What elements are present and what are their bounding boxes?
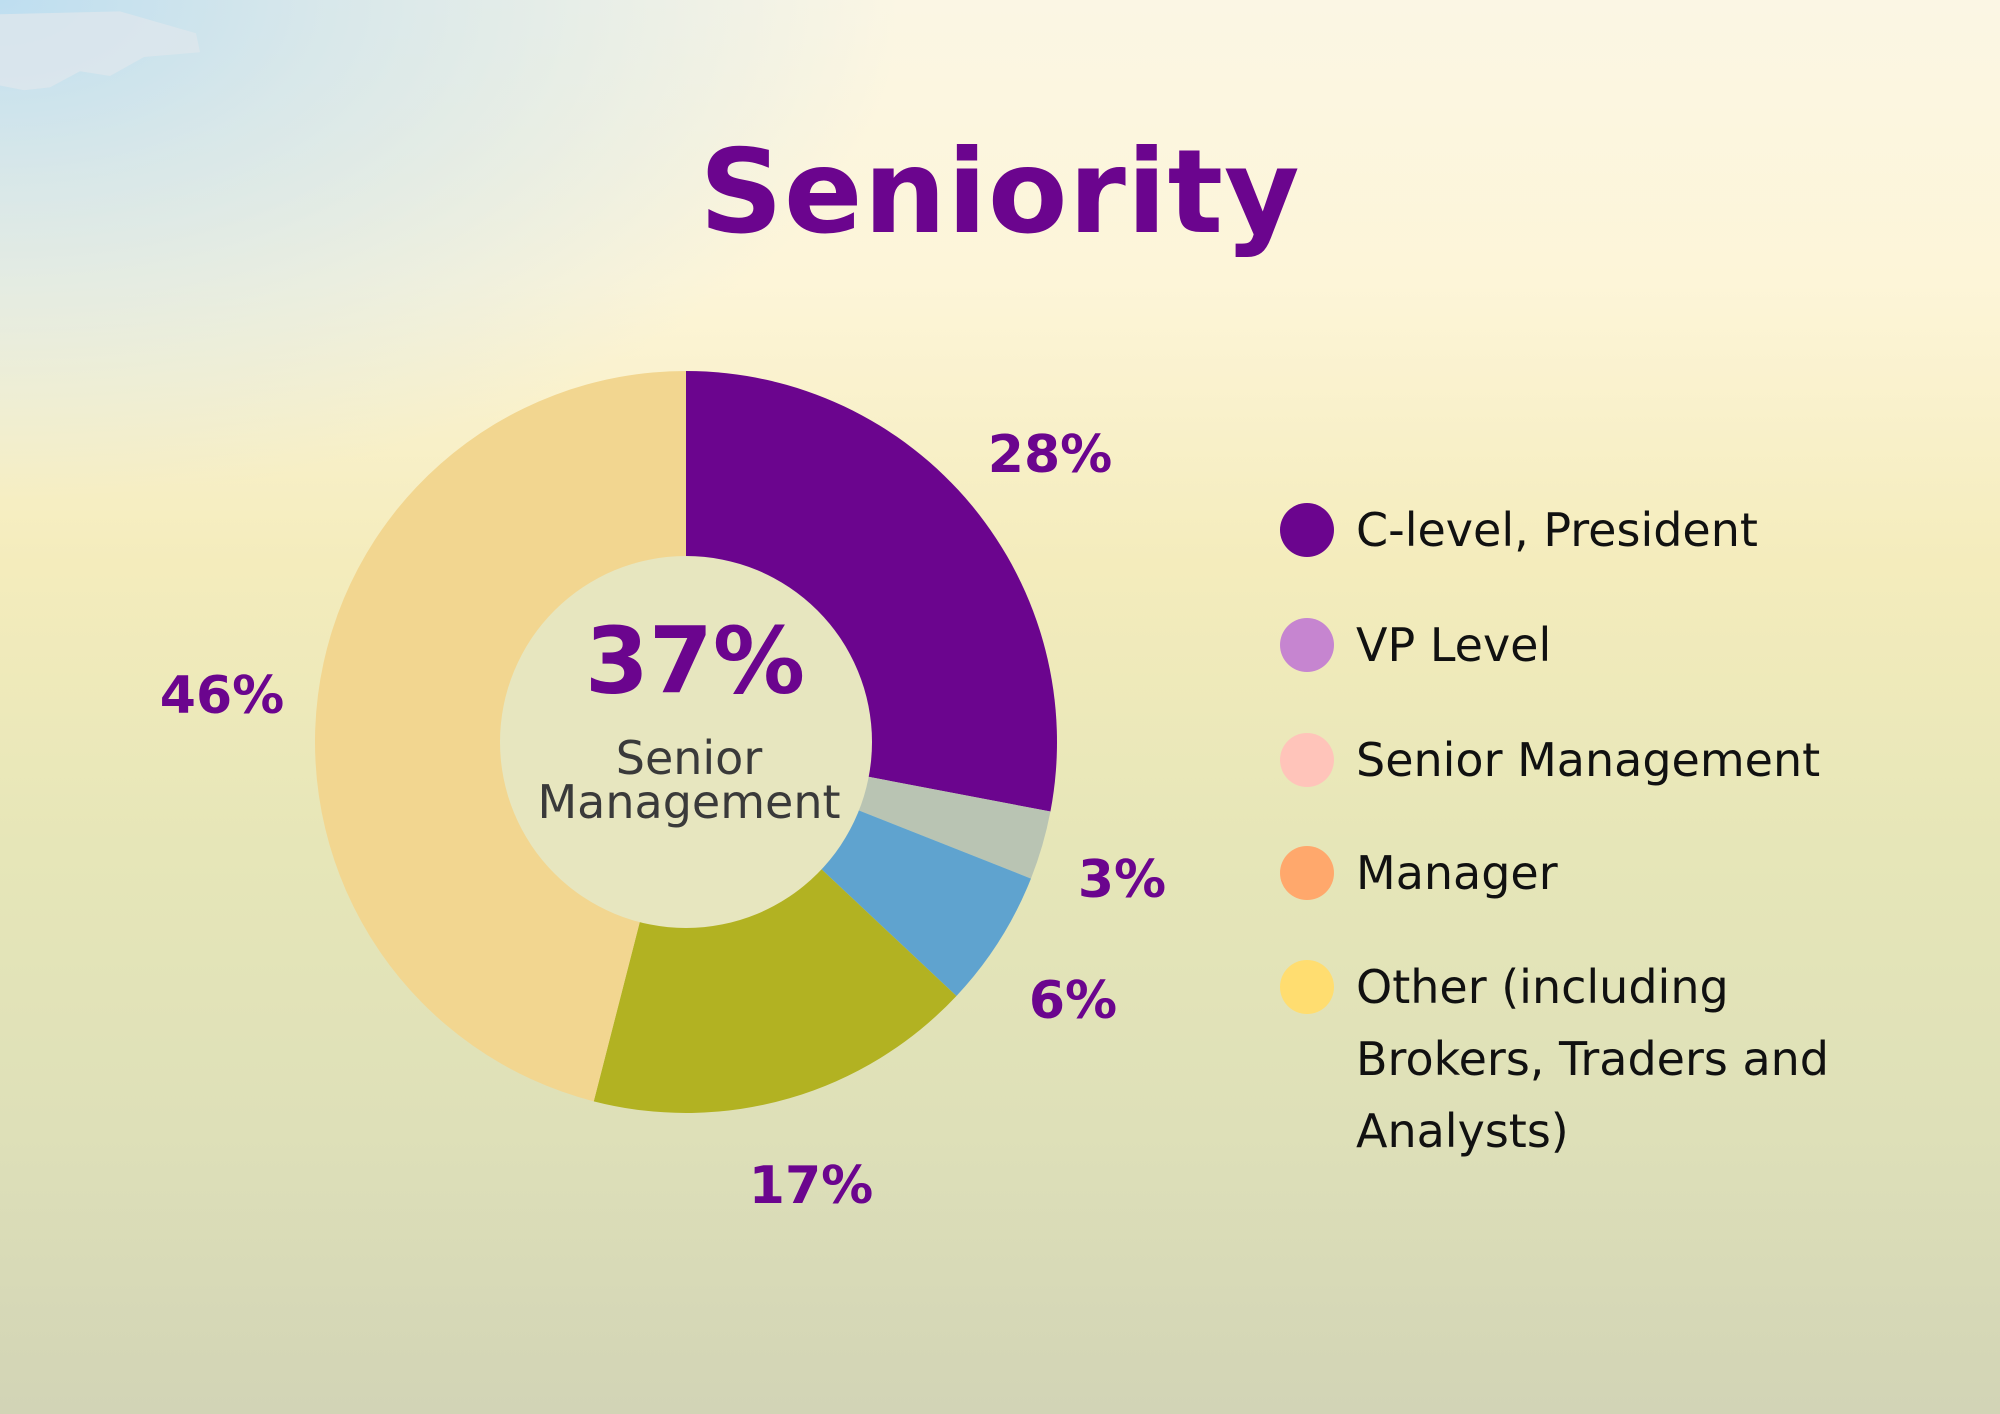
chart-title: Seniority [699, 125, 1301, 260]
slice-label-manager: 17% [748, 1156, 874, 1216]
legend-dot-icon [1280, 733, 1334, 787]
legend-item-vp: VP Level [1280, 615, 1876, 681]
legend-dot-icon [1280, 960, 1334, 1014]
legend-dot-icon [1280, 846, 1334, 900]
legend-dot-icon [1280, 503, 1334, 557]
center-value: 37% [584, 607, 806, 715]
legend-label: VP Level [1356, 618, 1552, 672]
donut-hole [500, 556, 872, 928]
slice-label-other: 46% [159, 666, 285, 726]
legend-item-manager: Manager [1280, 843, 1876, 909]
center-label-line1: Senior [615, 731, 763, 785]
legend-label: C-level, President [1356, 503, 1758, 557]
slice-label-senior-management: 6% [1028, 971, 1118, 1031]
legend-label: Other (including Brokers, Traders and An… [1356, 960, 1830, 1158]
legend-item-senior-management: Senior Management [1280, 730, 1876, 796]
legend-item-other: Other (including Brokers, Traders and An… [1280, 957, 1836, 1167]
center-label-line2: Management [537, 775, 841, 829]
legend-label: Manager [1356, 846, 1558, 900]
slice-label-vp: 3% [1077, 850, 1167, 910]
legend-dot-icon [1280, 618, 1334, 672]
legend-item-c-level: C-level, President [1280, 500, 1876, 566]
legend-label: Senior Management [1356, 733, 1821, 787]
slice-label-c-level: 28% [987, 425, 1113, 485]
